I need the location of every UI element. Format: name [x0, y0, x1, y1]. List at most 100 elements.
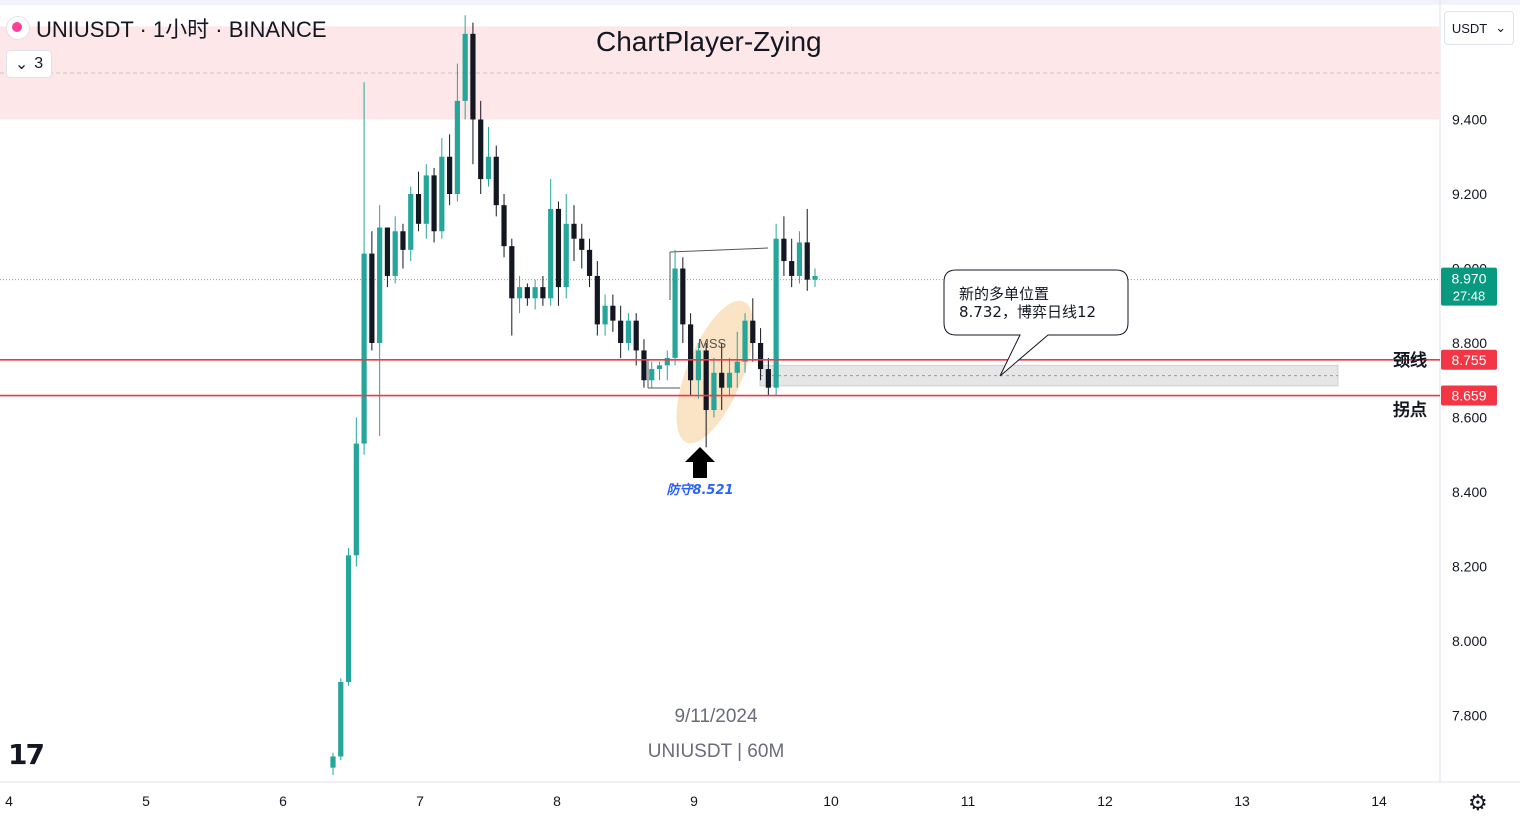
candle-body — [516, 287, 523, 299]
candle-body — [726, 372, 733, 388]
indicators-toggle-button[interactable]: ⌄ 3 — [6, 50, 52, 78]
candle-body — [688, 324, 694, 381]
y-tick-label: 8.200 — [1452, 559, 1487, 575]
candle-body — [633, 320, 639, 351]
candle-body — [447, 156, 453, 194]
up-arrow-icon — [685, 447, 715, 478]
high-connector-line — [669, 247, 769, 253]
candle-body — [478, 119, 484, 180]
candle-body — [742, 320, 748, 362]
chevron-down-icon: ⌄ — [1495, 20, 1507, 35]
countdown-label: 27:48 — [1453, 289, 1486, 304]
level-price-label: 8.755 — [1451, 352, 1486, 368]
callout-line-2: 8.732，博弈日线12 — [959, 303, 1096, 321]
symbol-header[interactable]: UNIUSDT · 1小时 · BINANCE — [6, 12, 327, 44]
candle-body — [571, 223, 577, 239]
watermark-date: 9/11/2024 — [674, 706, 758, 727]
candle-body — [353, 443, 359, 556]
candle-body — [750, 320, 756, 343]
candle-body — [423, 175, 429, 224]
candle-body — [796, 242, 803, 276]
candle-body — [719, 372, 725, 388]
candle-body — [509, 246, 515, 299]
candle-body — [812, 275, 818, 280]
candle-body — [330, 756, 336, 768]
y-tick-label: 8.400 — [1452, 484, 1487, 500]
candle-body — [377, 227, 383, 343]
candle-body — [789, 261, 795, 276]
x-tick-label: 14 — [1371, 793, 1387, 809]
candle-body — [384, 227, 391, 276]
gear-icon[interactable]: ⚙ — [1468, 790, 1488, 815]
candle-body — [641, 350, 647, 381]
candle-body — [439, 156, 445, 232]
neckline-label: 颈线 — [1393, 350, 1427, 371]
candle-body — [656, 365, 663, 370]
candle-body — [454, 100, 460, 194]
candle-body — [757, 343, 764, 370]
candle-body — [773, 238, 779, 388]
pivot-label: 拐点 — [1393, 400, 1427, 421]
candle-body — [524, 287, 530, 299]
chevron-down-icon: ⌄ — [14, 56, 29, 73]
x-tick-label: 6 — [279, 793, 287, 809]
candle-body — [408, 194, 414, 250]
mss-label: MSS — [698, 336, 727, 351]
candle-body — [695, 350, 701, 381]
candle-body — [493, 156, 499, 206]
y-tick-label: 8.600 — [1452, 410, 1487, 426]
y-tick-label: 8.000 — [1452, 633, 1487, 649]
candle-body — [649, 369, 655, 381]
candle-body — [586, 249, 593, 276]
top-strip — [0, 0, 1520, 5]
candle-body — [711, 372, 717, 411]
candle-body — [470, 33, 476, 120]
candle-body — [540, 287, 546, 299]
candle-body — [579, 238, 585, 250]
x-tick-label: 8 — [553, 793, 561, 809]
watermark-title: ChartPlayer-Zying — [596, 26, 822, 57]
candle-body — [765, 369, 771, 388]
x-tick-label: 9 — [690, 793, 698, 809]
symbol-title: UNIUSDT · 1小时 · BINANCE — [36, 17, 327, 42]
candle-body — [672, 268, 678, 358]
candle-body — [501, 205, 507, 247]
tradingview-logo-icon[interactable]: 17 — [8, 738, 45, 771]
candle-body — [361, 253, 367, 444]
candle-body — [532, 287, 538, 299]
current-price-tag — [1441, 267, 1497, 306]
level-price-label: 8.659 — [1451, 388, 1486, 404]
candle-body — [781, 238, 787, 262]
candle-body — [594, 275, 600, 325]
x-tick-label: 10 — [823, 793, 839, 809]
candle-body — [431, 175, 437, 232]
y-tick-label: 9.400 — [1452, 112, 1487, 128]
candle-body — [345, 555, 352, 682]
mss-highlight-ellipse — [676, 300, 754, 444]
uniswap-logo-icon — [6, 16, 30, 40]
y-tick-label: 8.800 — [1452, 335, 1487, 351]
candle-body — [703, 350, 709, 411]
x-tick-label: 11 — [961, 793, 976, 809]
candle-body — [602, 305, 608, 325]
candle-body — [462, 33, 468, 101]
candle-body — [548, 208, 554, 299]
y-tick-label: 9.200 — [1452, 186, 1487, 202]
callout-bubble — [943, 269, 1129, 377]
level-price-tag — [1441, 349, 1497, 370]
y-tick-label: 7.800 — [1452, 708, 1487, 724]
x-tick-label: 4 — [5, 793, 13, 809]
currency-label: USDT — [1451, 20, 1488, 36]
candle-body — [734, 361, 740, 373]
x-tick-label: 13 — [1234, 793, 1250, 809]
candle-body — [338, 681, 344, 757]
candle-body — [392, 231, 398, 276]
watermark-symbol: UNIUSDT | 60M — [648, 741, 785, 762]
candle-body — [400, 231, 406, 250]
candle-body — [563, 223, 569, 288]
defense-label: 防守8.521 — [666, 482, 733, 498]
currency-select[interactable]: USDT ⌄ — [1444, 11, 1514, 45]
candle-body — [804, 242, 810, 280]
candle-body — [625, 320, 632, 343]
